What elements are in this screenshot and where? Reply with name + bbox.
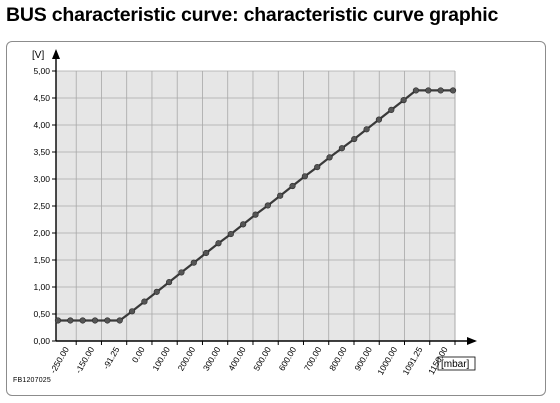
data-point [289, 182, 296, 190]
x-tick-label: 700.00 [302, 345, 324, 373]
y-tick-label: 0,50 [33, 309, 50, 319]
data-point [363, 126, 370, 133]
data-point [104, 317, 111, 324]
x-tick-label: 300.00 [201, 345, 223, 373]
data-point [314, 164, 321, 171]
data-point [128, 308, 136, 315]
data-point [215, 240, 222, 247]
data-point [277, 192, 284, 199]
data-point [437, 87, 444, 94]
y-tick-label: 2,50 [33, 201, 50, 211]
y-tick-label: 4,50 [33, 93, 50, 103]
x-tick-label: 800.00 [327, 345, 349, 373]
x-tick-label: -91.25 [101, 345, 122, 371]
data-point [178, 269, 185, 276]
data-point [388, 106, 395, 113]
y-tick-label: 5,00 [33, 66, 50, 76]
data-point [54, 317, 62, 324]
x-tick-label: 900.00 [352, 345, 374, 373]
y-tick-label: 4,00 [33, 120, 50, 130]
data-point [227, 230, 234, 238]
y-tick-label: 0,00 [33, 336, 50, 346]
data-point [153, 288, 160, 295]
data-point [412, 87, 420, 94]
data-point [67, 317, 74, 324]
x-tick-label: -250.00 [48, 345, 71, 375]
y-axis-label: [V] [32, 50, 44, 61]
data-point [264, 202, 271, 209]
data-point [400, 97, 407, 104]
data-point [116, 317, 123, 324]
data-point [91, 317, 99, 324]
x-tick-label: 500.00 [251, 345, 273, 373]
data-point [449, 87, 457, 94]
data-point [326, 154, 333, 161]
y-axis-arrow [52, 49, 60, 59]
data-points [54, 87, 457, 324]
x-tick-label: 1091.25 [400, 345, 424, 377]
y-tick-label: 1,50 [33, 255, 50, 265]
x-tick-label: 1000.00 [375, 345, 399, 377]
data-point [190, 259, 197, 266]
x-tick-label: -150.00 [73, 345, 96, 375]
x-tick-label: 100.00 [150, 345, 172, 373]
axes [52, 49, 477, 345]
x-tick-label: 200.00 [176, 345, 198, 373]
data-point [79, 317, 86, 324]
data-point [338, 145, 346, 152]
data-point [351, 135, 358, 143]
x-tick-label: 600.00 [277, 345, 299, 373]
data-point [425, 87, 432, 94]
data-point [165, 279, 173, 286]
data-point [203, 249, 210, 257]
y-tick-labels: 0,00 0,50 1,00 1,50 2,00 2,50 3,00 3,50 4,00 4,50… [33, 66, 56, 346]
x-axis-arrow [467, 337, 477, 345]
x-axis-label-box [437, 356, 476, 371]
x-axis-label: [mbar] [441, 359, 470, 370]
y-tick-label: 1,00 [33, 282, 50, 292]
data-point [240, 221, 247, 228]
y-tick-label: 3,50 [33, 147, 50, 157]
data-point [301, 173, 308, 180]
data-point [141, 298, 148, 305]
y-tick-label: 2,00 [33, 228, 50, 238]
x-tick-labels: -250.00 -150.00 -91.25 0.00 100.00 200.00 300.… [48, 341, 456, 377]
data-point [252, 211, 259, 218]
x-tick-label: 0.00 [130, 345, 147, 365]
y-tick-label: 3,00 [33, 174, 50, 184]
data-point [375, 116, 383, 123]
figure-id: FB1207025 [13, 377, 51, 384]
page-title: BUS characteristic curve: characteristic… [6, 4, 499, 26]
x-tick-label: 400.00 [226, 345, 248, 373]
